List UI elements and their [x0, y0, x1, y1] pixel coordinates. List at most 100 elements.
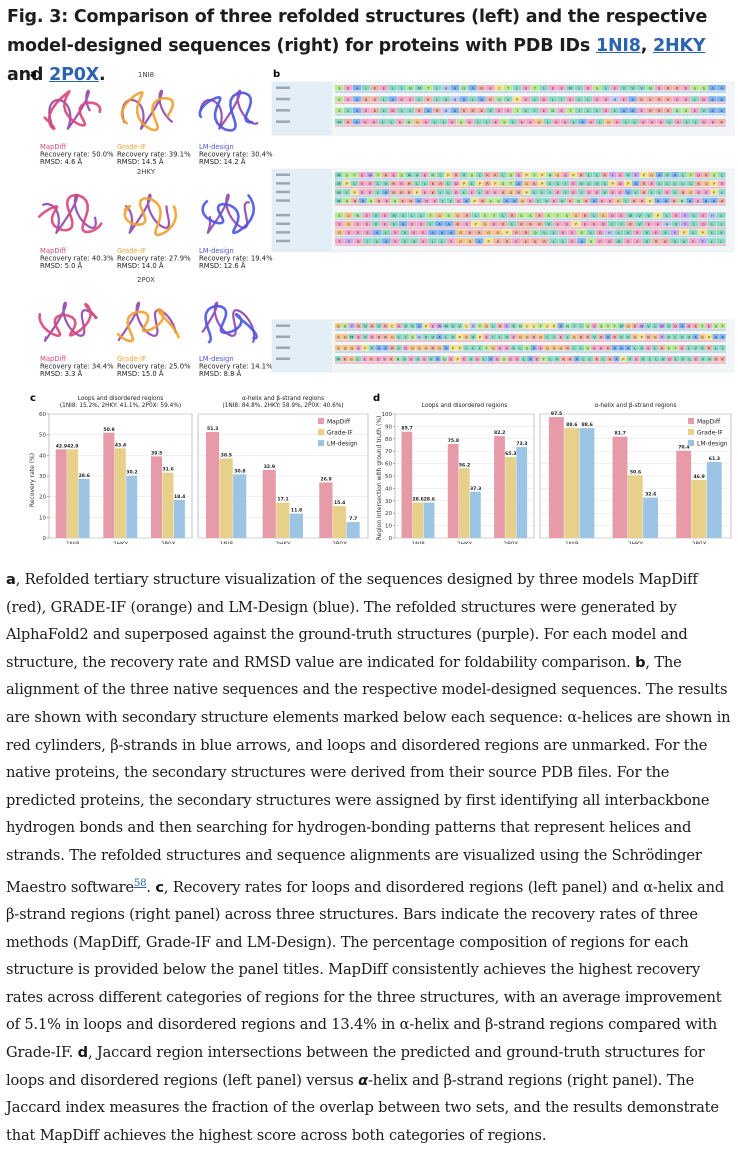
- residue-cell: [402, 334, 409, 340]
- residue-letter: E: [584, 223, 587, 227]
- residue-cell: [421, 172, 429, 178]
- pdb-link-2p0x[interactable]: 2P0X: [49, 65, 99, 85]
- residue-letter: R: [569, 358, 572, 362]
- residue-letter: A: [450, 231, 453, 235]
- residue-letter: N: [397, 358, 400, 362]
- residue-cell: [517, 118, 526, 125]
- residue-letter: E: [560, 109, 563, 113]
- panel-label-c: c: [30, 393, 36, 404]
- residue-cell: [442, 323, 450, 329]
- residue-cell: [542, 197, 551, 204]
- recovery-rate-label: Recovery rate: 40.3%: [40, 255, 114, 263]
- pdb-link-1ni8[interactable]: 1NI8: [595, 36, 641, 56]
- residue-cell: [577, 323, 585, 329]
- residue-letter: A: [438, 336, 441, 340]
- residue-cell: [654, 197, 662, 204]
- residue-letter: R: [410, 199, 413, 203]
- residue-cell: [449, 323, 456, 329]
- residue-cell: [583, 85, 593, 91]
- residue-cell: [444, 189, 452, 195]
- caption-text-d: , Jaccard region intersections between t…: [6, 1043, 705, 1089]
- bar-mapdiff-2p0x: [494, 436, 505, 538]
- secondary-structure-track: [335, 340, 726, 342]
- bar-value-label: 38.5: [221, 452, 232, 458]
- residue-letter: L: [436, 87, 438, 91]
- residue-cell: [475, 172, 484, 178]
- residue-cell: [553, 356, 560, 362]
- residue-letter: D: [599, 231, 602, 235]
- x-tick-label: 1NI8: [220, 542, 234, 544]
- residue-letter: G: [484, 223, 487, 227]
- residue-cell: [718, 189, 726, 195]
- bar-mapdiff-1ni8: [55, 449, 67, 538]
- residue-cell: [413, 189, 421, 195]
- residue-letter: E: [348, 231, 351, 235]
- residue-letter: L: [424, 182, 426, 186]
- residue-cell: [663, 180, 671, 187]
- residue-cell: [397, 180, 405, 187]
- residue-cell: [444, 221, 453, 227]
- residue-cell: [632, 238, 642, 244]
- y-tick-label: 90: [385, 424, 392, 430]
- residue-letter: N: [519, 325, 522, 329]
- residue-cell: [679, 189, 687, 195]
- residue-cell: [343, 96, 353, 102]
- chart-title: α-helix and β-strand regions: [242, 396, 324, 402]
- residue-cell: [553, 189, 562, 195]
- residue-letter: S: [484, 214, 487, 218]
- residue-letter: A: [615, 358, 618, 362]
- bar-lm-design-2hky: [470, 491, 481, 538]
- residue-letter: S: [596, 87, 599, 91]
- residue-letter: A: [427, 109, 430, 113]
- residue-letter: R: [658, 98, 661, 102]
- residue-cell: [548, 107, 557, 114]
- residue-cell: [690, 85, 699, 91]
- model-name-label: LM-design: [199, 247, 234, 255]
- residue-letter: V: [667, 336, 670, 340]
- secondary-structure-track: [335, 218, 726, 221]
- residue-cell: [483, 229, 493, 236]
- residue-cell: [486, 96, 495, 102]
- residue-cell: [614, 229, 624, 236]
- residue-cell: [344, 212, 353, 218]
- residue-letter: R: [580, 336, 583, 340]
- residue-letter: V: [638, 223, 641, 227]
- residue-cell: [335, 212, 344, 218]
- residue-letter: V: [432, 336, 435, 340]
- residue-letter: P: [346, 182, 349, 186]
- bar-value-label: 51.3: [207, 426, 218, 432]
- reference-link[interactable]: 58: [133, 877, 147, 889]
- residue-cell: [679, 172, 687, 178]
- residue-cell: [371, 212, 381, 218]
- bar-lm-design-2hky: [643, 497, 659, 538]
- residue-letter: S: [526, 347, 529, 351]
- residue-cell: [414, 356, 421, 362]
- residue-letter: R: [371, 325, 374, 329]
- residue-letter: K: [378, 199, 381, 203]
- residue-cell: [547, 356, 554, 362]
- residue-cell: [671, 221, 681, 227]
- residue-cell: [436, 345, 443, 351]
- residue-letter: I: [621, 223, 622, 227]
- residue-cell: [389, 172, 398, 178]
- residue-letter: L: [634, 347, 636, 351]
- residue-cell: [623, 229, 633, 236]
- residue-cell: [494, 107, 504, 114]
- residue-cell: [463, 345, 470, 351]
- residue-letter: L: [410, 109, 412, 113]
- residue-letter: L: [693, 214, 695, 218]
- residue-letter: L: [471, 182, 473, 186]
- pdb-link-2hky[interactable]: 2HKY: [653, 36, 706, 56]
- residue-letter: K: [596, 358, 599, 362]
- residue-letter: E: [386, 199, 389, 203]
- residue-letter: L: [385, 231, 387, 235]
- residue-letter: T: [352, 174, 356, 178]
- residue-cell: [381, 356, 388, 362]
- residue-cell: [344, 229, 354, 236]
- residue-letter: V: [556, 358, 559, 362]
- residue-letter: L: [511, 223, 513, 227]
- residue-cell: [474, 118, 483, 125]
- residue-cell: [655, 180, 664, 187]
- residue-letter: G: [521, 199, 524, 203]
- residue-cell: [538, 189, 546, 195]
